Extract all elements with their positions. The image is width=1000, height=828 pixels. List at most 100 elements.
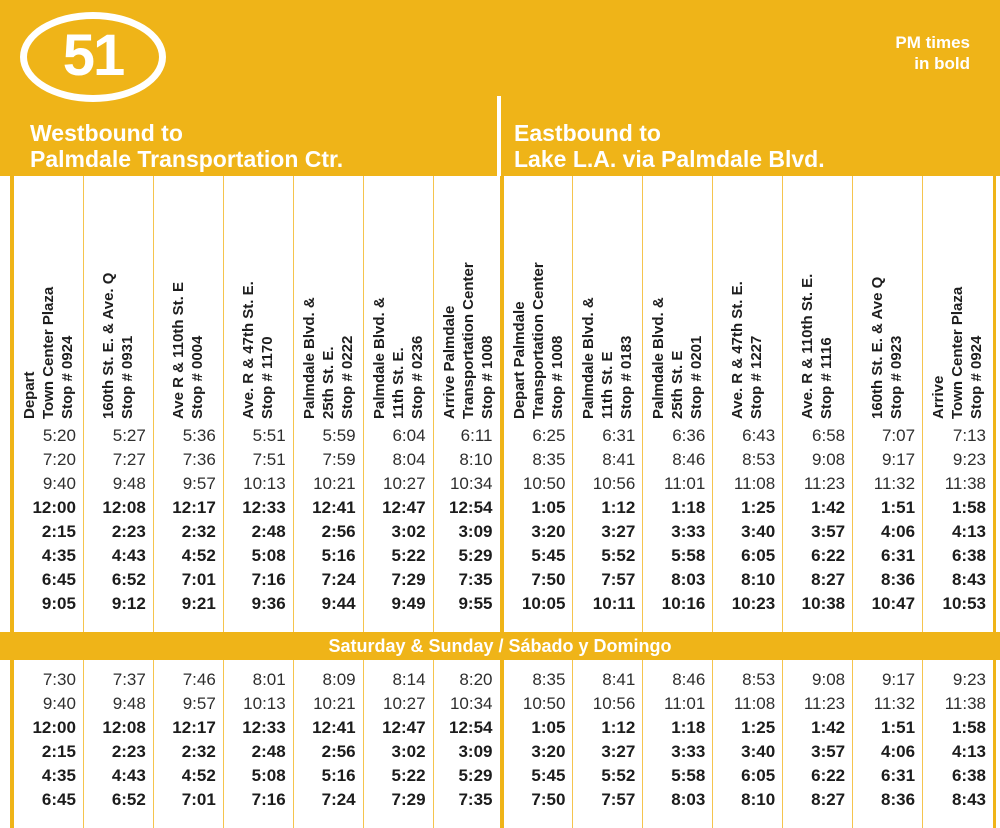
timetable-column: Palmdale Blvd. & 11th St. E. Stop # 0236… xyxy=(364,176,434,828)
spacer xyxy=(713,616,782,632)
stop-header-label: Palmdale Blvd. & 25th St. E Stop # 0201 xyxy=(649,297,705,419)
time-cell: 9:55 xyxy=(458,594,493,613)
stop-header-label: Depart Palmdale Transportation Center St… xyxy=(510,262,565,419)
time-cell: 7:35 xyxy=(458,790,493,809)
header-band: 51 PM times in bold Westbound to Palmdal… xyxy=(0,0,1000,176)
timetable-column: 160th St. E. & Ave. Q Stop # 0931 5:27 7:2… xyxy=(84,176,154,828)
eastbound-direction-title: Eastbound to Lake L.A. via Palmdale Blvd… xyxy=(514,120,825,172)
stop-header: Palmdale Blvd. & 25th St. E. Stop # 0222 xyxy=(294,176,363,424)
spacer xyxy=(853,616,922,632)
stop-header: 160th St. E. & Ave. Q Stop # 0931 xyxy=(84,176,153,424)
time-cell: 2:48 xyxy=(251,742,286,761)
time-cell: 9:17 xyxy=(881,670,916,689)
time-cell: 11:38 xyxy=(944,694,986,713)
time-cell: 9:05 xyxy=(41,594,76,613)
time-cell: 1:18 xyxy=(671,498,706,517)
stop-header-label: Palmdale Blvd. & 25th St. E. Stop # 0222 xyxy=(300,297,356,419)
time-cell: 2:32 xyxy=(181,742,216,761)
time-cell: 10:50 xyxy=(522,474,566,493)
time-cell: 4:43 xyxy=(111,766,146,785)
time-cell: 12:54 xyxy=(449,718,493,737)
spacer xyxy=(504,616,573,632)
time-cell: 2:23 xyxy=(111,742,146,761)
timetable-column: Depart Palmdale Transportation Center St… xyxy=(504,176,574,828)
spacer xyxy=(923,660,993,668)
timetable-column: Palmdale Blvd. & 11th St. E Stop # 0183 6… xyxy=(573,176,644,828)
spacer xyxy=(14,660,83,668)
time-cell: 3:33 xyxy=(671,742,706,761)
time-cell: 10:27 xyxy=(383,694,426,713)
time-cell: 5:45 xyxy=(531,766,566,785)
time-cell: 8:04 xyxy=(392,450,426,469)
time-cell: 9:40 xyxy=(42,694,76,713)
spacer xyxy=(224,616,293,632)
time-cell: 8:01 xyxy=(252,670,286,689)
time-cell: 9:40 xyxy=(42,474,76,493)
time-cell: 10:56 xyxy=(592,474,636,493)
route-number: 51 xyxy=(62,22,125,88)
time-cell: 7:51 xyxy=(252,450,286,469)
spacer xyxy=(783,660,852,668)
time-cell: 8:53 xyxy=(742,450,776,469)
time-cell: 7:35 xyxy=(458,570,493,589)
time-cell: 12:41 xyxy=(312,718,356,737)
time-cell: 12:33 xyxy=(242,718,286,737)
time-cell: 7:57 xyxy=(601,790,636,809)
spacer xyxy=(154,616,223,632)
time-cell: 4:13 xyxy=(951,522,986,541)
time-cell: 1:12 xyxy=(601,498,636,517)
time-cell: 7:29 xyxy=(391,570,426,589)
time-cell: 7:37 xyxy=(112,670,146,689)
time-cell: 11:01 xyxy=(664,694,706,713)
stop-header: Ave R & 110th St. E Stop # 0004 xyxy=(154,176,223,424)
stop-header: Ave. R & 47th St. E. Stop # 1170 xyxy=(224,176,293,424)
stop-header: Palmdale Blvd. & 25th St. E Stop # 0201 xyxy=(643,176,712,424)
time-cell: 8:27 xyxy=(811,790,846,809)
time-cell: 6:22 xyxy=(811,766,846,785)
time-cell: 8:43 xyxy=(951,790,986,809)
spacer xyxy=(573,660,642,668)
time-cell: 5:27 xyxy=(112,426,146,445)
route-badge-oval: 51 xyxy=(20,12,166,102)
time-cell: 10:13 xyxy=(243,694,286,713)
time-cell: 7:01 xyxy=(181,790,216,809)
time-cell: 4:06 xyxy=(881,522,916,541)
time-cell: 7:50 xyxy=(531,570,566,589)
time-cell: 1:42 xyxy=(811,498,846,517)
stop-header: Palmdale Blvd. & 11th St. E. Stop # 0236 xyxy=(364,176,433,424)
spacer xyxy=(84,616,153,632)
time-cell: 4:13 xyxy=(951,742,986,761)
stop-header: Palmdale Blvd. & 11th St. E Stop # 0183 xyxy=(573,176,642,424)
time-cell: 4:52 xyxy=(181,766,216,785)
time-cell: 12:33 xyxy=(242,498,286,517)
time-cell: 1:51 xyxy=(881,718,916,737)
time-cell: 9:17 xyxy=(881,450,916,469)
time-cell: 11:08 xyxy=(733,694,776,713)
time-cell: 10:05 xyxy=(521,594,566,613)
time-cell: 8:35 xyxy=(532,670,566,689)
time-cell: 8:27 xyxy=(811,570,846,589)
stop-header: Ave. R & 47th St. E. Stop # 1227 xyxy=(713,176,782,424)
stop-header-label: 160th St. E. & Ave. Q Stop # 0931 xyxy=(99,272,136,419)
time-cell: 7:30 xyxy=(42,670,76,689)
time-cell: 7:13 xyxy=(952,426,986,445)
time-cell: 6:38 xyxy=(951,546,986,565)
time-cell: 8:14 xyxy=(392,670,426,689)
time-cell: 2:48 xyxy=(251,522,286,541)
time-cell: 2:32 xyxy=(181,522,216,541)
time-cell: 8:35 xyxy=(532,450,566,469)
time-cell: 5:29 xyxy=(458,766,493,785)
time-cell: 5:58 xyxy=(671,766,706,785)
time-cell: 1:25 xyxy=(741,718,776,737)
time-cell: 9:48 xyxy=(112,694,146,713)
time-cell: 6:22 xyxy=(811,546,846,565)
timetable-column: Ave. R & 47th St. E. Stop # 1227 6:43 8:53… xyxy=(713,176,784,828)
spacer xyxy=(154,660,223,668)
time-cell: 1:05 xyxy=(531,718,566,737)
time-cell: 5:08 xyxy=(251,766,286,785)
time-cell: 7:36 xyxy=(182,450,216,469)
time-cell: 7:01 xyxy=(181,570,216,589)
timetable-column: Palmdale Blvd. & 25th St. E. Stop # 0222… xyxy=(294,176,364,828)
time-cell: 5:16 xyxy=(321,546,356,565)
